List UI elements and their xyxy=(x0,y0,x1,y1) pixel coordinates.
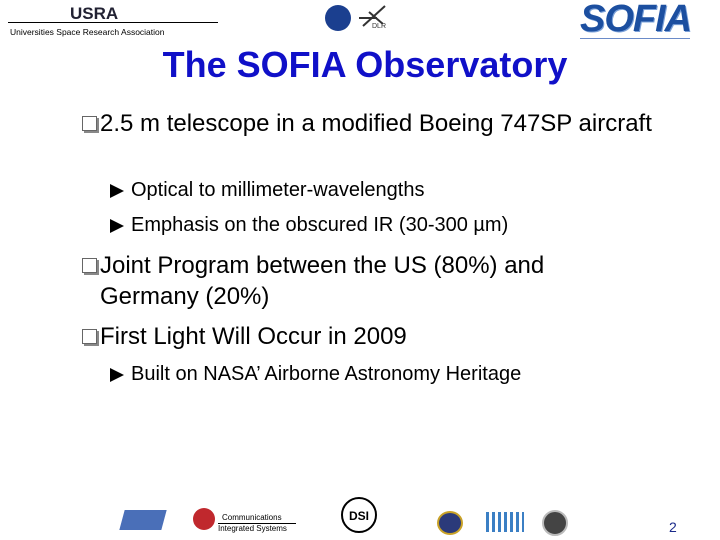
l3-text: Communications xyxy=(222,513,282,522)
sub-arrow xyxy=(110,219,124,233)
bullet-box xyxy=(82,258,97,273)
sofia-rule xyxy=(580,38,690,39)
sub-arrow xyxy=(110,368,124,382)
sub-bullet: Emphasis on the obscured IR (30-300 µm) xyxy=(131,214,509,236)
bullet-text: Joint Program between the US (80%) and G… xyxy=(100,252,545,310)
usra-full: Universities Space Research Association xyxy=(10,27,165,37)
usra-rule xyxy=(8,22,218,23)
l3-rule xyxy=(218,523,296,524)
sub-arrow xyxy=(110,184,124,198)
usrs-logo xyxy=(486,512,524,532)
nasa-logo xyxy=(325,5,351,31)
dlr-mark xyxy=(359,5,386,27)
sub-bullet: Optical to millimeter-wavelengths xyxy=(131,179,425,201)
l3-logo xyxy=(193,508,215,530)
dlr-text: DLR xyxy=(372,23,387,30)
bullet-text: First Light Will Occur in 2009 xyxy=(100,323,407,350)
bullet-box xyxy=(82,329,97,344)
seal-logo xyxy=(437,511,463,535)
l3-text: Integrated Systems xyxy=(218,524,287,533)
dsi-logo: DSI xyxy=(341,497,377,533)
bullet-box xyxy=(82,116,97,131)
nasa-footer-logo xyxy=(119,510,167,530)
seal-logo xyxy=(542,510,568,536)
usra-logo: USRA xyxy=(70,4,119,23)
sub-bullet: Built on NASA’ Airborne Astronomy Herita… xyxy=(131,363,522,385)
bullet-text: 2.5 m telescope in a modified Boeing 747… xyxy=(100,110,652,137)
slide-title: The SOFIA Observatory xyxy=(162,44,568,85)
sofia-logo: SOFIA xyxy=(580,0,692,40)
page-number: 2 xyxy=(669,519,677,535)
